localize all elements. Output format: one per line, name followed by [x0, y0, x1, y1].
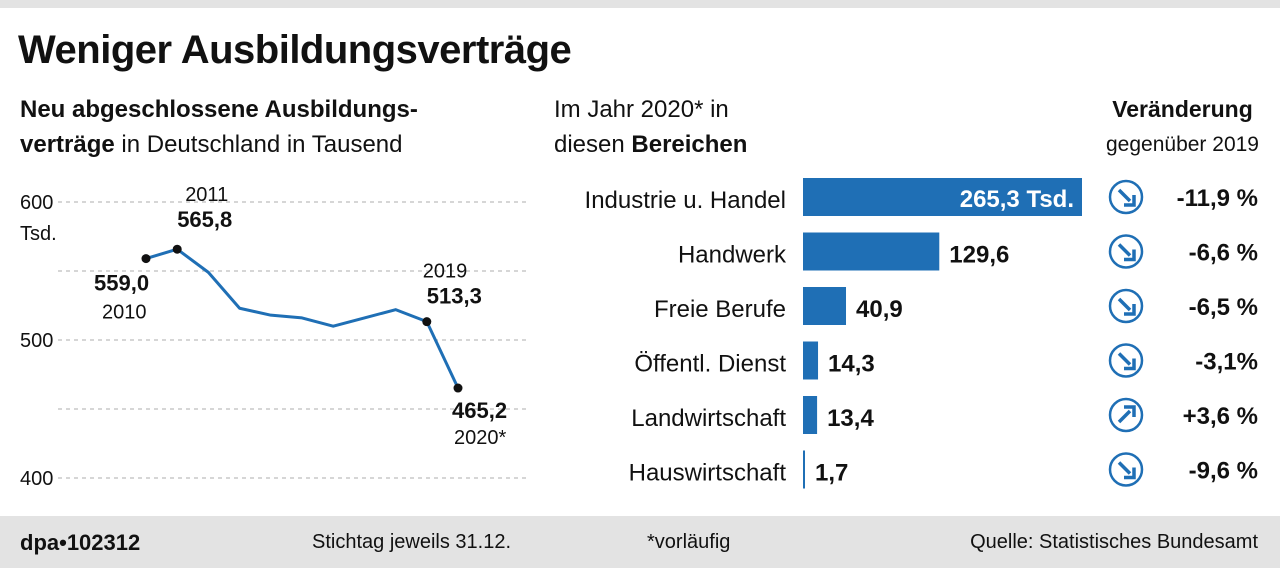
point-value-label: 565,8 — [177, 207, 232, 232]
bar-category-label: Öffentl. Dienst — [634, 351, 786, 378]
change-value-label: -6,6 % — [1189, 240, 1258, 267]
footer-footnote: *vorläufig — [647, 531, 731, 553]
y-unit-label: Tsd. — [20, 223, 57, 245]
y-tick-label: 600 — [20, 192, 53, 214]
bar-category-label: Landwirtschaft — [631, 405, 786, 432]
bar — [803, 341, 819, 380]
arrow-down-right-icon — [1117, 188, 1136, 207]
bar-category-label: Industrie u. Handel — [585, 187, 786, 214]
change-value-label: -9,6 % — [1189, 458, 1258, 485]
footer-source: Quelle: Statistisches Bundesamt — [970, 531, 1258, 553]
y-tick-label: 400 — [20, 468, 53, 490]
change-heading-line1: Veränderung — [1112, 96, 1253, 122]
bar-category-label: Handwerk — [678, 242, 787, 269]
point-year-label: 2019 — [423, 261, 468, 283]
arrow-up-right-icon — [1117, 405, 1136, 424]
change-table: -11,9 % -6,6 % -6,5 % -3,1% +3,6 % -9,6 % — [1108, 179, 1258, 487]
change-heading: Veränderung gegenüber 2019 — [1100, 92, 1265, 162]
mid-heading-line2-plain: diesen — [554, 131, 632, 158]
point-value-label: 513,3 — [427, 284, 482, 309]
subtitle-line2-bold: verträge — [20, 131, 115, 158]
subtitle-line1: Neu abgeschlossene Ausbildungs- — [20, 96, 418, 123]
point-year-label: 2011 — [185, 184, 228, 206]
data-point — [172, 244, 182, 254]
point-year-label: 2010 — [102, 302, 147, 324]
bar — [803, 450, 805, 489]
bar-value-label: 13,4 — [827, 405, 874, 432]
bar-value-label: 40,9 — [856, 296, 903, 323]
subtitle-line2-rest: in Deutschland in Tausend — [114, 131, 403, 158]
point-year-label: 2020* — [454, 427, 506, 449]
arrow-down-right-icon — [1117, 352, 1136, 371]
bar-chart-heading: Im Jahr 2020* in diesen Bereichen — [554, 92, 854, 162]
arrow-down-right-icon — [1117, 243, 1136, 262]
series-line — [145, 247, 460, 389]
change-value-label: -3,1% — [1195, 349, 1258, 376]
bar — [803, 232, 940, 271]
change-value-label: +3,6 % — [1183, 403, 1258, 430]
change-value-label: -6,5 % — [1189, 294, 1258, 321]
bar-value-label: 129,6 — [949, 242, 1009, 269]
bar-chart: Industrie u. Handel 265,3 Tsd. Handwerk 129… — [585, 178, 1082, 489]
bar-category-label: Hauswirtschaft — [629, 460, 787, 487]
bar-value-label: 1,7 — [815, 460, 848, 487]
footer-code: dpa•102312 — [20, 530, 141, 555]
mid-heading-line2-bold: Bereichen — [631, 131, 748, 158]
point-value-label: 465,2 — [452, 398, 507, 423]
bar-category-label: Freie Berufe — [654, 296, 786, 323]
footer-date-note: Stichtag jeweils 31.12. — [312, 531, 512, 553]
data-point — [422, 317, 432, 327]
change-heading-line2: gegenüber 2019 — [1106, 133, 1259, 156]
y-tick-label: 500 — [20, 330, 53, 352]
footer: dpa•102312 Stichtag jeweils 31.12. *vorl… — [0, 516, 1280, 568]
bar-value-label: 265,3 Tsd. — [960, 186, 1074, 213]
line-chart-subtitle: Neu abgeschlossene Ausbildungs- verträge… — [20, 92, 500, 162]
bar — [803, 396, 818, 434]
arrow-down-right-icon — [1117, 461, 1136, 480]
mid-heading-line1: Im Jahr 2020* in — [554, 96, 729, 123]
arrow-down-right-icon — [1117, 297, 1136, 316]
bar — [803, 178, 1082, 216]
top-bar — [0, 0, 1280, 8]
change-value-label: -11,9 % — [1177, 185, 1258, 212]
data-point — [141, 254, 151, 264]
data-point — [453, 383, 463, 393]
chart-title: Weniger Ausbildungsverträge — [18, 28, 572, 72]
point-value-label: 559,0 — [94, 271, 149, 296]
bar-value-label: 14,3 — [828, 351, 875, 378]
bar — [803, 287, 847, 325]
